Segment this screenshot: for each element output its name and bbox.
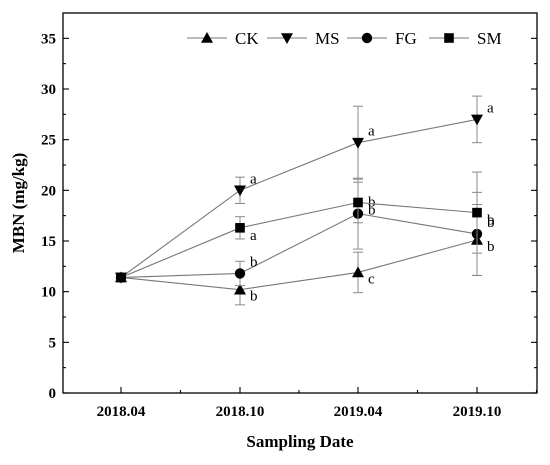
legend-label-fg: FG <box>395 29 417 48</box>
significance-letter: b <box>250 289 258 305</box>
significance-letter: b <box>487 215 495 231</box>
significance-letter: b <box>487 239 495 255</box>
series-ck: b c b <box>115 204 495 306</box>
y-tick-label: 5 <box>49 335 57 351</box>
series-line-sm <box>120 201 478 278</box>
series-ms: a a a <box>115 95 494 284</box>
x-tick-label: 2018.04 <box>97 404 146 420</box>
y-tick-label: 0 <box>49 386 57 402</box>
data-point-sm <box>353 197 363 208</box>
x-tick-label: 2018.10 <box>216 404 265 420</box>
y-tick-label: 35 <box>41 31 56 47</box>
y-axis-title: MBN (mg/kg) <box>9 153 28 254</box>
data-point-ms <box>234 185 246 197</box>
significance-letter: a <box>250 228 257 244</box>
legend-marker-ms <box>281 33 293 44</box>
y-axis: 0 5 10 15 20 25 30 35 <box>41 31 537 402</box>
significance-letter: c <box>368 271 375 287</box>
data-point-ms <box>471 114 483 126</box>
legend: CK MS FG SM <box>187 29 502 48</box>
series-line-ms <box>120 118 478 278</box>
data-point-sm <box>116 272 126 283</box>
legend-marker-fg <box>361 32 373 44</box>
legend-label-sm: SM <box>477 29 502 48</box>
x-tick-label: 2019.04 <box>334 404 383 420</box>
y-tick-label: 30 <box>41 82 56 98</box>
series-fg: bbb <box>115 177 495 287</box>
y-tick-label: 20 <box>41 183 56 199</box>
significance-letter: b <box>368 195 376 211</box>
y-tick-label: 15 <box>41 234 56 250</box>
significance-letter: a <box>487 100 494 116</box>
data-point-ck <box>234 283 246 295</box>
significance-letter: b <box>487 213 495 229</box>
data-point-sm <box>472 207 482 218</box>
x-axis: 2018.04 2018.10 2019.04 2019.10 <box>97 387 538 420</box>
significance-letter: b <box>250 254 258 270</box>
data-point-ms <box>352 137 364 149</box>
series-sm: abb <box>116 171 495 283</box>
data-point-fg <box>234 268 246 279</box>
y-tick-label: 10 <box>41 285 56 301</box>
legend-label-ck: CK <box>235 29 259 48</box>
y-tick-label: 25 <box>41 133 56 149</box>
plot-frame <box>62 12 538 394</box>
significance-letter: a <box>368 124 375 140</box>
legend-marker-sm <box>444 33 454 43</box>
data-point-ck <box>352 266 364 278</box>
significance-letter: b <box>368 202 376 218</box>
data-point-sm <box>235 223 245 233</box>
series-line-fg <box>120 213 478 279</box>
x-tick-label: 2019.10 <box>453 404 502 420</box>
series-line-ck <box>120 239 478 291</box>
legend-marker-ck <box>201 32 213 43</box>
legend-label-ms: MS <box>315 29 340 48</box>
significance-letter: a <box>250 171 257 187</box>
x-axis-title: Sampling Date <box>246 432 354 451</box>
